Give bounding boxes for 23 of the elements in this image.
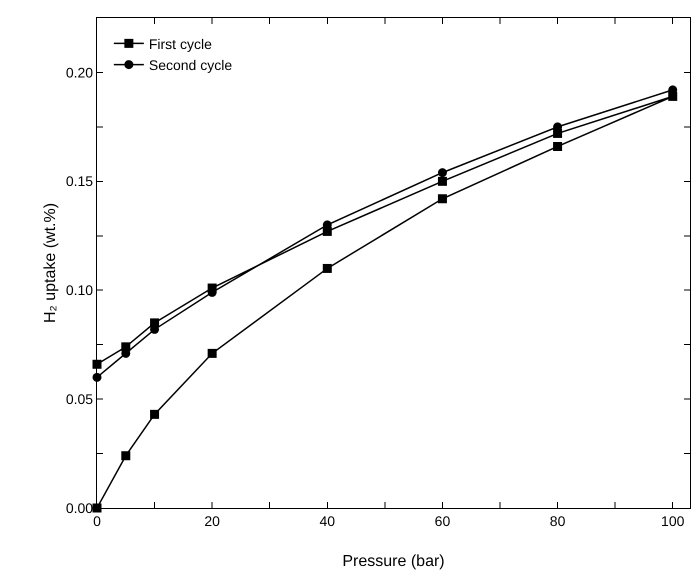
x-tick-label: 40 [320,512,336,529]
x-tick-label: 100 [661,512,685,529]
legend-label: Second cycle [148,57,232,74]
x-tick-label: 80 [550,512,566,529]
point [208,348,217,358]
x-tick-label: 20 [204,512,220,529]
legend-label: First cycle [148,36,212,52]
y-tick-label: 0.15 [66,173,94,190]
point [553,142,562,151]
text: 0.00 [66,500,94,516]
point [322,264,332,273]
y-tick-label: 0.20 [66,64,94,80]
point [438,168,447,178]
point [121,451,130,460]
x-axis-title: Pressure (bar) [342,553,445,570]
y-axis-title: H₂ uptake (wt.%) [42,202,59,324]
point [438,176,447,186]
point [438,194,447,204]
y-tick-label: 0.10 [66,282,94,298]
y-tick-label: 0.05 [66,391,94,408]
x-tick-label: 60 [434,512,450,529]
x-tick-label: 0 [93,512,102,529]
point [150,410,160,419]
